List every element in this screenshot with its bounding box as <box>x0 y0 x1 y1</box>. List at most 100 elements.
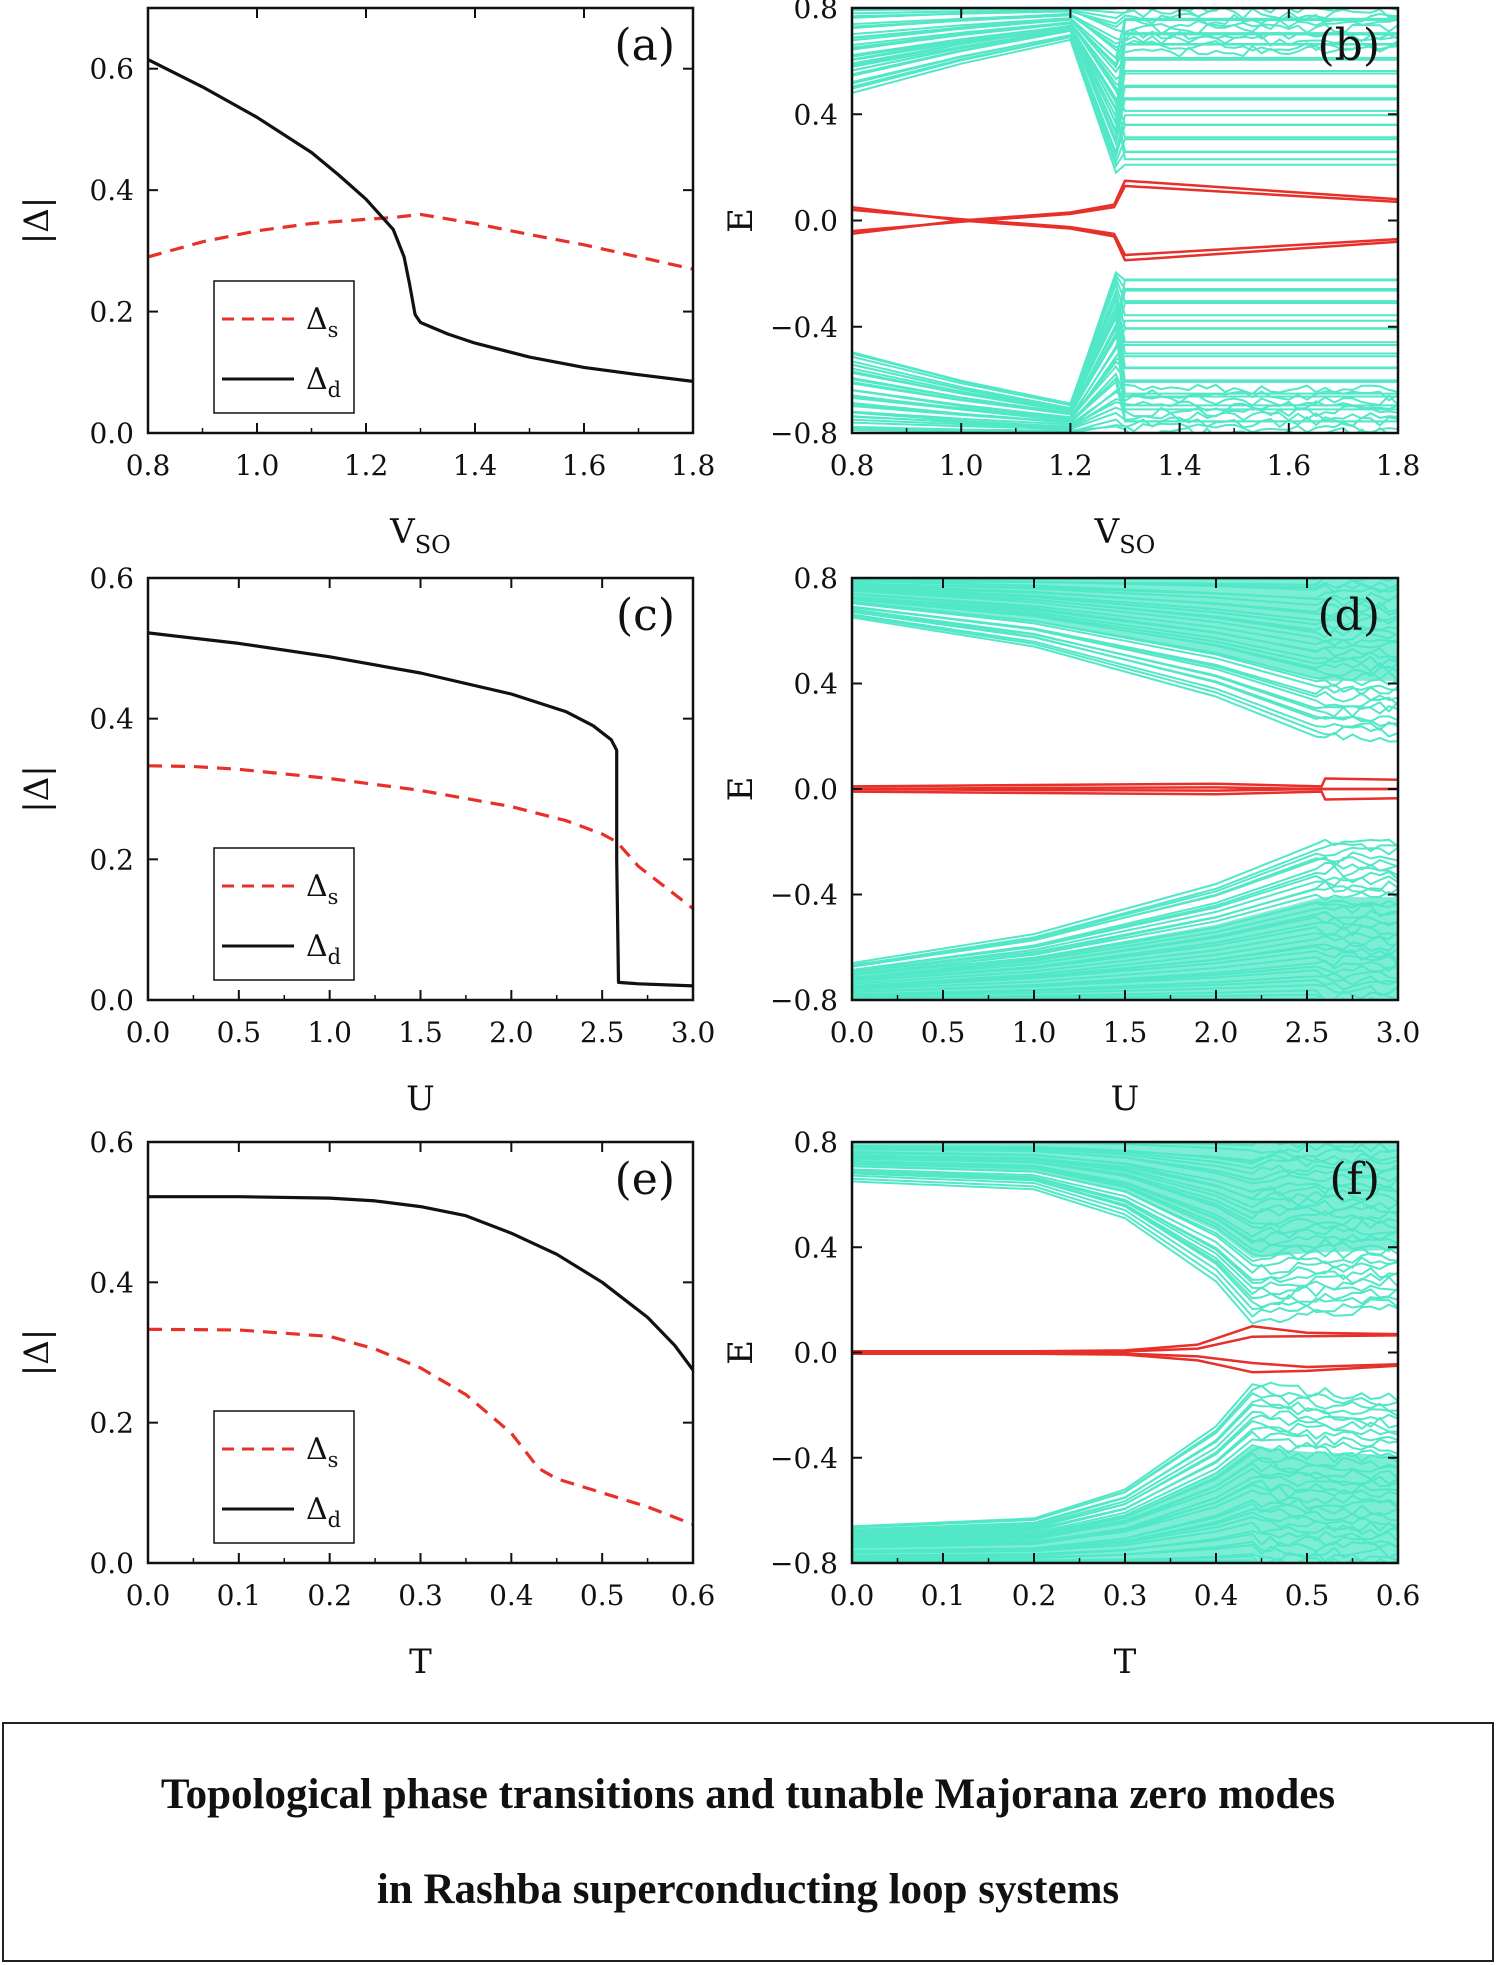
x-axis-title: T <box>409 1642 432 1682</box>
legend-label-sub: s <box>328 318 339 342</box>
x-tick-label: 1.5 <box>398 1016 443 1049</box>
x-axis-title: T <box>1114 1642 1137 1682</box>
caption-line-2: in Rashba superconducting loop systems <box>376 1866 1120 1913</box>
band-line <box>852 870 1398 971</box>
x-tick-label: 0.4 <box>1194 1579 1239 1612</box>
caption-line-1: Topological phase transitions and tunabl… <box>160 1771 1336 1818</box>
x-axis-title-sub: SO <box>1119 531 1155 559</box>
band-line <box>852 35 1398 165</box>
legend-label-sub: s <box>328 1448 339 1472</box>
spectrum-bands-b <box>852 8 1398 433</box>
band-line <box>852 13 1398 42</box>
band-line <box>852 275 1398 405</box>
band-fill <box>852 897 1398 1000</box>
band-line <box>852 313 1398 412</box>
band-line <box>852 278 1398 415</box>
y-axis-title: |Δ| <box>17 765 57 812</box>
x-axis-title: U <box>406 1079 435 1119</box>
caption-box: Topological phase transitions and tunabl… <box>2 1722 1494 1962</box>
series-line-d-3 <box>852 787 1398 792</box>
y-tick-label: 0.2 <box>89 1407 134 1440</box>
band-line <box>1269 1142 1372 1144</box>
y-tick-label: 0.4 <box>793 668 838 701</box>
x-tick-label: 2.0 <box>1194 1016 1239 1049</box>
y-tick-label: 0.8 <box>793 562 838 595</box>
x-tick-label: 0.5 <box>580 1579 625 1612</box>
x-tick-label: 0.0 <box>830 1579 875 1612</box>
legend-label-sub: s <box>328 885 339 909</box>
panel-e: 0.0 0.1 0.2 0.3 0.4 0.5 0.6 0.0 0.2 0.4 0.6 T |Δ| (e)… <box>17 1126 715 1682</box>
band-fill <box>852 1446 1398 1563</box>
plot-area-f <box>852 1142 1398 1563</box>
band-line <box>852 602 1398 693</box>
x-tick-label: 0.5 <box>1285 1579 1330 1612</box>
y-tick-label: 0.4 <box>793 98 838 131</box>
series-line-f-0 <box>852 1324 1398 1353</box>
y-axis-title: E <box>721 208 761 233</box>
y-tick-label: −0.4 <box>770 879 838 912</box>
series-line-c-1 <box>148 631 693 988</box>
plot-area-d <box>852 578 1398 1000</box>
band-fill <box>852 578 1398 681</box>
band-line <box>852 875 1398 973</box>
panel-b: 0.8 1.0 1.2 1.4 1.6 1.8 −0.8 −0.4 0.0 0.4 0.8 VSO E (… <box>721 0 1420 559</box>
y-tick-label: 0.6 <box>89 562 134 595</box>
band-dense-f <box>852 1142 1398 1563</box>
band-line <box>852 1168 1398 1276</box>
band-line <box>852 885 1398 974</box>
band-line <box>852 21 1398 81</box>
series-line-a-0 <box>148 212 693 271</box>
legend-label-sub: d <box>328 378 341 402</box>
x-tick-label: 1.4 <box>453 449 498 482</box>
band-line <box>852 25 1398 126</box>
y-axis-title: E <box>721 1340 761 1365</box>
band-line <box>852 360 1398 420</box>
x-tick-label: 2.5 <box>1285 1016 1330 1049</box>
band-line <box>852 614 1398 738</box>
y-tick-label: 0.8 <box>793 0 838 25</box>
panel-tag-f: (f) <box>1329 1154 1380 1205</box>
y-tick-label: 0.0 <box>793 205 838 238</box>
band-line <box>852 856 1398 967</box>
x-tick-label: 2.0 <box>489 1016 534 1049</box>
x-tick-label: 0.0 <box>126 1016 171 1049</box>
band-line <box>852 1174 1398 1311</box>
x-tick-label: 1.2 <box>344 449 389 482</box>
x-axis-title-sub: SO <box>415 531 451 559</box>
band-line <box>852 838 1398 965</box>
band-line <box>852 1180 1398 1325</box>
x-tick-label: 0.6 <box>671 1579 716 1612</box>
panel-tag-a: (a) <box>614 20 675 71</box>
y-tick-label: −0.4 <box>770 1442 838 1475</box>
y-tick-label: 0.6 <box>89 53 134 86</box>
x-tick-label: 0.5 <box>217 1016 262 1049</box>
y-tick-label: 0.0 <box>89 417 134 450</box>
y-tick-label: −0.8 <box>770 984 838 1017</box>
x-tick-label: 1.0 <box>939 449 984 482</box>
x-axis-title: VSO <box>389 512 451 559</box>
y-tick-label: 0.0 <box>89 984 134 1017</box>
band-line <box>852 380 1398 424</box>
band-line <box>852 410 1398 431</box>
legend-label-sub: d <box>328 1508 341 1532</box>
band-line <box>852 405 1398 429</box>
band-line <box>852 327 1398 419</box>
band-line <box>852 18 1398 74</box>
x-tick-label: 0.5 <box>921 1016 966 1049</box>
band-line <box>852 1438 1398 1540</box>
panel-f: 0.0 0.1 0.2 0.3 0.4 0.5 0.6 −0.8 −0.4 0.0 0.4 0.8 T E… <box>721 1126 1420 1682</box>
x-tick-label: 2.5 <box>580 1016 625 1049</box>
y-tick-label: −0.8 <box>770 1547 838 1580</box>
band-line <box>852 1171 1398 1281</box>
panel-tag-b: (b) <box>1318 20 1381 71</box>
band-line <box>852 24 1398 161</box>
x-tick-label: 1.0 <box>307 1016 352 1049</box>
band-line <box>852 616 1398 743</box>
x-tick-label: 1.4 <box>1157 449 1202 482</box>
series-line-b-3 <box>852 184 1398 233</box>
series-line-a-1 <box>148 58 693 383</box>
x-axis-title: VSO <box>1094 512 1156 559</box>
x-tick-label: 0.3 <box>1103 1579 1148 1612</box>
y-tick-label: 0.8 <box>793 1126 838 1159</box>
